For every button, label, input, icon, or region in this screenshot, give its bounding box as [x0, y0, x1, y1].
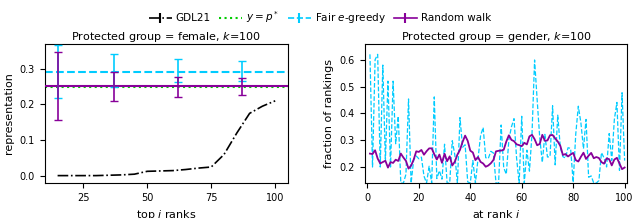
- Title: Protected group = gender, $k$=100: Protected group = gender, $k$=100: [401, 30, 591, 44]
- X-axis label: top $i$ ranks: top $i$ ranks: [136, 208, 196, 218]
- X-axis label: at rank $i$: at rank $i$: [472, 208, 520, 218]
- Y-axis label: representation: representation: [4, 72, 14, 154]
- Legend: GDL21, $y = p^*$, Fair $\it{e}$-greedy, Random walk: GDL21, $y = p^*$, Fair $\it{e}$-greedy, …: [145, 5, 495, 29]
- Y-axis label: fraction of rankings: fraction of rankings: [324, 59, 334, 168]
- Title: Protected group = female, $k$=100: Protected group = female, $k$=100: [72, 30, 261, 44]
